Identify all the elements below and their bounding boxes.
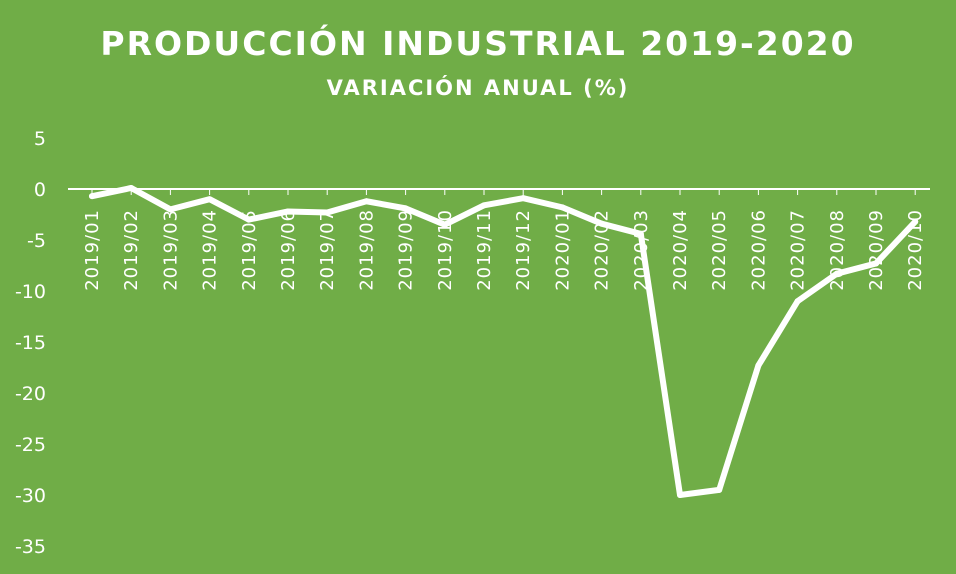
data-point bbox=[794, 298, 801, 305]
x-tick-label: 2019/01 bbox=[82, 209, 103, 291]
data-point bbox=[206, 196, 213, 203]
data-point bbox=[441, 221, 448, 228]
x-tick-label: 2019/04 bbox=[200, 209, 221, 291]
data-point bbox=[128, 184, 135, 191]
data-point bbox=[677, 492, 683, 498]
x-tick-label: 2019/10 bbox=[435, 209, 456, 291]
x-tick-label: 2019/08 bbox=[356, 209, 377, 291]
x-tick-label: 2020/04 bbox=[670, 209, 691, 291]
data-point bbox=[481, 202, 487, 209]
data-point bbox=[873, 260, 879, 267]
y-axis: 5 0 -5 -10 -15 -20 -25 -30 -35 bbox=[15, 128, 46, 558]
y-tick-label: 5 bbox=[34, 128, 46, 150]
x-tick-label: 2019/11 bbox=[474, 209, 495, 291]
data-point bbox=[285, 208, 291, 215]
data-point bbox=[755, 362, 762, 369]
x-tick-label: 2020/07 bbox=[788, 209, 809, 291]
x-tick-label: 2019/07 bbox=[317, 209, 338, 291]
x-tick-label: 2020/06 bbox=[748, 209, 769, 291]
x-tick-label: 2019/03 bbox=[160, 209, 181, 291]
x-tick-label: 2019/05 bbox=[239, 209, 260, 291]
y-tick-label: -25 bbox=[15, 434, 46, 456]
y-tick-label: -20 bbox=[15, 383, 46, 405]
x-tick-label: 2019/12 bbox=[513, 209, 534, 291]
data-point bbox=[912, 218, 919, 225]
data-point bbox=[167, 206, 174, 213]
x-tick-label: 2020/09 bbox=[866, 209, 887, 291]
x-tick-label: 2019/09 bbox=[396, 209, 417, 291]
data-point bbox=[716, 486, 723, 493]
data-point bbox=[833, 270, 840, 277]
data-point bbox=[598, 220, 605, 227]
series-line bbox=[89, 184, 919, 498]
x-tick-label: 2020/02 bbox=[592, 209, 613, 291]
chart-title: PRODUCCIÓN INDUSTRIAL 2019-2020 bbox=[100, 24, 856, 63]
data-point bbox=[324, 209, 331, 216]
data-point bbox=[637, 230, 644, 237]
y-tick-label: -10 bbox=[15, 281, 46, 303]
x-tick-label: 2019/02 bbox=[121, 209, 142, 291]
x-tick-label: 2019/06 bbox=[278, 209, 299, 291]
data-point bbox=[363, 198, 370, 205]
x-tick-label: 2020/01 bbox=[552, 209, 573, 291]
x-tick-label: 2020/05 bbox=[709, 209, 730, 291]
chart-subtitle: VARIACIÓN ANUAL (%) bbox=[326, 76, 630, 100]
data-point bbox=[559, 204, 566, 211]
data-point bbox=[245, 216, 252, 223]
data-point bbox=[520, 195, 527, 202]
y-tick-label: -5 bbox=[27, 230, 46, 252]
data-point bbox=[402, 205, 409, 212]
y-tick-label: -35 bbox=[15, 536, 46, 558]
y-tick-label: -30 bbox=[15, 485, 46, 507]
data-point bbox=[89, 193, 95, 200]
y-tick-label: -15 bbox=[15, 332, 46, 354]
y-tick-label: 0 bbox=[34, 179, 46, 201]
